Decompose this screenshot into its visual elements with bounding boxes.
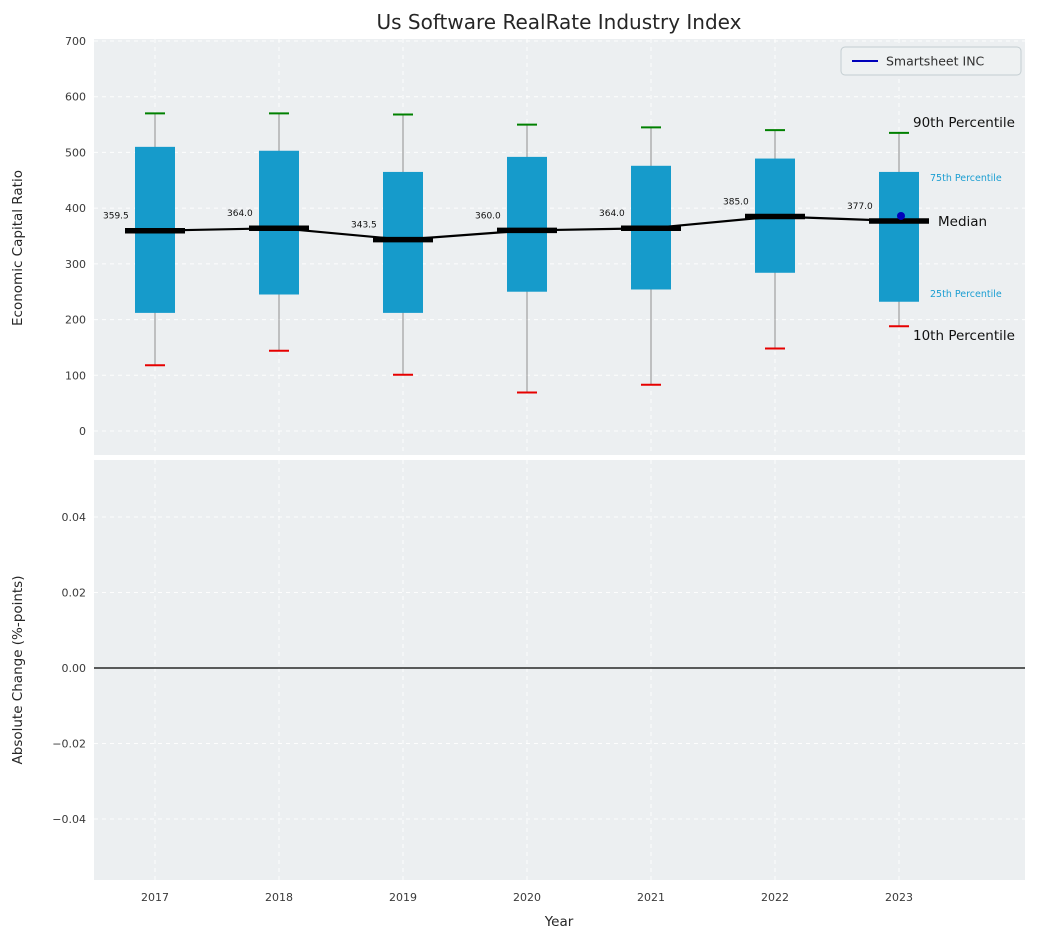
y-tick-label-top: 300 <box>65 258 86 271</box>
bottom-plot: −0.04 −0.02 0.00 0.02 0.04 2017 2018 2019 2020 20… <box>52 460 1025 904</box>
x-tick-label: 2021 <box>637 891 665 904</box>
highlight-point <box>897 211 905 220</box>
y-axis-label-bottom: Absolute Change (%-points) <box>10 576 26 765</box>
median-value-label: 364.0 <box>227 209 253 219</box>
x-tick-label: 2017 <box>141 891 169 904</box>
y-tick-label-bottom: 0.04 <box>62 511 87 524</box>
box <box>879 171 919 302</box>
x-axis-label: Year <box>544 914 574 930</box>
box <box>507 156 547 292</box>
y-axis-label-top: Economic Capital Ratio <box>10 170 26 326</box>
top-plot: 0 100 200 300 400 500 600 700 359.5 364.0 343.5 360… <box>65 35 1025 455</box>
x-tick-label: 2019 <box>389 891 417 904</box>
median-value-label: 343.5 <box>351 221 377 231</box>
top-panel-background <box>94 39 1025 455</box>
box <box>259 150 299 295</box>
median-value-label: 364.0 <box>599 209 625 219</box>
legend-box <box>840 46 1022 76</box>
box <box>383 171 423 313</box>
y-tick-label-top: 600 <box>65 91 86 104</box>
x-tick-label: 2018 <box>265 891 293 904</box>
legend: Smartsheet INC <box>840 46 1022 76</box>
y-tick-label-top: 500 <box>65 146 86 159</box>
y-tick-label-top: 100 <box>65 369 86 382</box>
annotation-25th-percentile: 25th Percentile <box>930 289 1002 300</box>
y-tick-label-bottom: 0.02 <box>62 587 87 600</box>
y-tick-label-top: 200 <box>65 314 86 327</box>
legend-label: Smartsheet INC <box>886 54 985 69</box>
y-tick-label-bottom: −0.04 <box>52 813 86 826</box>
y-tick-label-bottom: −0.02 <box>52 738 86 751</box>
median-value-label: 359.5 <box>103 212 129 222</box>
x-tick-label: 2022 <box>761 891 789 904</box>
y-tick-label-top: 700 <box>65 35 86 48</box>
median-value-label: 360.0 <box>475 211 501 221</box>
median-value-label: 385.0 <box>723 198 749 208</box>
annotation-90th-percentile: 90th Percentile <box>913 115 1015 131</box>
y-tick-label-top: 0 <box>79 425 86 438</box>
y-tick-label-bottom: 0.00 <box>62 662 87 675</box>
chart-title: Us Software RealRate Industry Index <box>377 10 742 34</box>
x-tick-label: 2023 <box>885 891 913 904</box>
annotation-75th-percentile: 75th Percentile <box>930 173 1002 184</box>
annotation-median: Median <box>938 214 987 230</box>
y-tick-label-top: 400 <box>65 202 86 215</box>
median-value-label: 377.0 <box>847 202 873 212</box>
x-tick-label: 2020 <box>513 891 541 904</box>
annotation-10th-percentile: 10th Percentile <box>913 328 1015 344</box>
bottom-panel-background <box>94 460 1025 880</box>
